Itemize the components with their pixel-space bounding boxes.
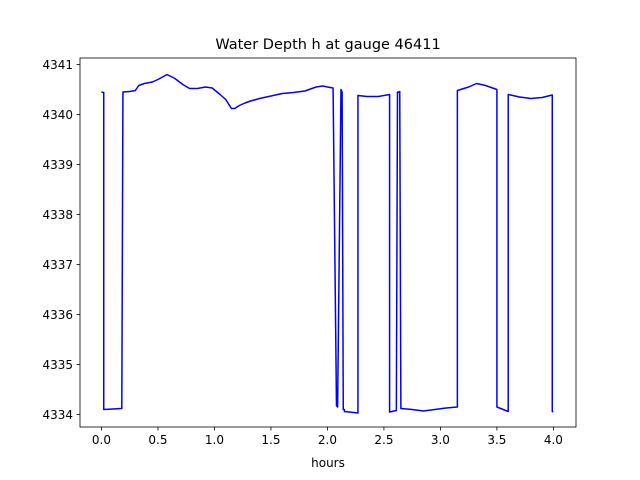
x-tick-label: 2.5 (374, 433, 393, 447)
series-layer (101, 73, 554, 414)
y-tick-label: 4339 (42, 158, 73, 172)
y-axis: 4334 4335 4336 4337 4338 4339 4340 4341 (42, 58, 80, 422)
plot-area (79, 57, 577, 428)
x-axis: 0.0 0.5 1.0 1.5 2.0 2.5 3.0 3.5 4.0 (92, 427, 563, 447)
y-tick-label: 4334 (42, 408, 73, 422)
y-tick-label: 4336 (42, 308, 73, 322)
x-axis-label: hours (311, 456, 345, 470)
x-tick-label: 0.0 (92, 433, 111, 447)
y-tick-label: 4338 (42, 208, 73, 222)
x-tick-label: 1.5 (261, 433, 280, 447)
y-tick-label: 4341 (42, 58, 73, 72)
x-tick-label: 4.0 (544, 433, 563, 447)
chart-title: Water Depth h at gauge 46411 (215, 37, 440, 53)
x-tick-label: 3.0 (431, 433, 450, 447)
x-tick-label: 0.5 (148, 433, 167, 447)
plot-frame (79, 57, 577, 428)
series-line (101, 73, 554, 414)
x-tick-label: 1.0 (205, 433, 224, 447)
x-tick-label: 2.0 (318, 433, 337, 447)
y-tick-label: 4335 (42, 358, 73, 372)
x-tick-label: 3.5 (487, 433, 506, 447)
y-tick-label: 4340 (42, 108, 73, 122)
plot-background (80, 58, 576, 427)
y-tick-label: 4337 (42, 258, 73, 272)
